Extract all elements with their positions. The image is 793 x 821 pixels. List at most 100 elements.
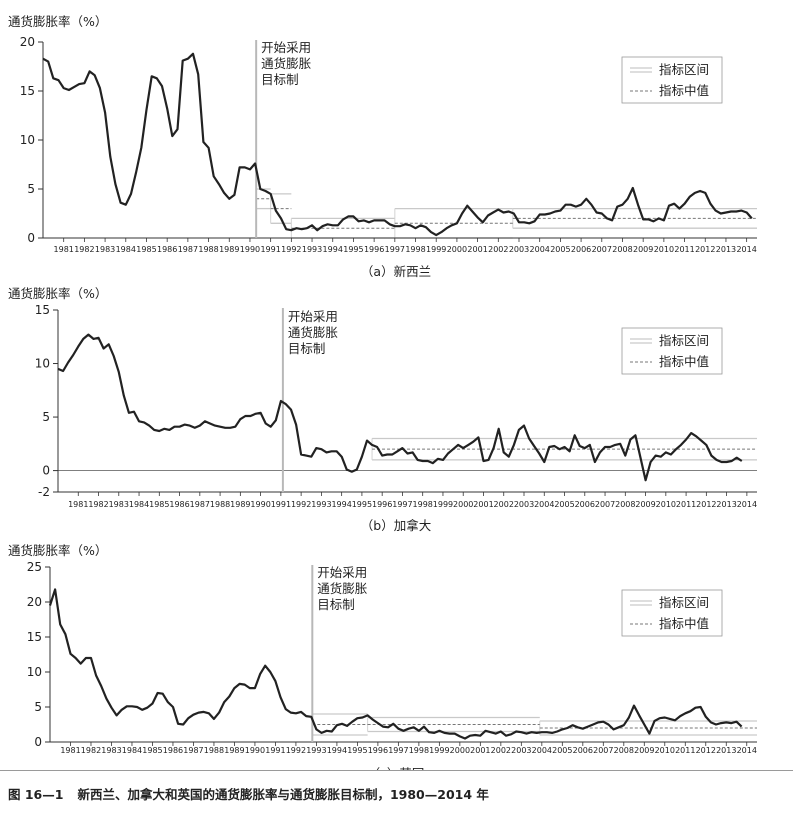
y-tick-label: 5 [34, 700, 42, 714]
x-tick-label: 2011 [676, 500, 696, 509]
x-tick-label: 2005 [550, 245, 570, 254]
y-tick-label: 20 [20, 35, 35, 49]
x-tick-label: 2000 [447, 245, 467, 254]
x-tick-label: 2012 [696, 746, 716, 755]
x-tick-label: 1995 [352, 500, 372, 509]
x-tick-label: 2002 [494, 500, 514, 509]
x-tick-label: 1984 [129, 500, 149, 509]
legend-box [621, 327, 723, 375]
figure-number: 图 16—1 [8, 787, 64, 802]
adoption-annotation: 开始采用 [288, 309, 338, 324]
x-tick-label: 2008 [614, 746, 634, 755]
inflation-line [48, 588, 743, 740]
x-tick-label: 2012 [695, 245, 715, 254]
x-tick-label: 1981 [60, 746, 80, 755]
x-tick-label: 1984 [122, 746, 142, 755]
y-tick-label: 0 [42, 464, 50, 478]
x-tick-label: 1995 [343, 245, 363, 254]
y-axis-title: 通货膨胀率（%） [8, 543, 107, 558]
x-tick-label: 2001 [467, 245, 487, 254]
y-tick-label: 15 [27, 630, 42, 644]
x-tick-label: 2006 [575, 500, 595, 509]
panel-subtitle: （a）新西兰 [361, 264, 431, 279]
x-tick-label: 2011 [675, 746, 695, 755]
x-tick-label: 2006 [571, 245, 591, 254]
x-tick-label: 2010 [655, 746, 675, 755]
legend-label: 指标区间 [659, 595, 709, 610]
caption-divider [0, 770, 793, 771]
panel-canada: 通货膨胀率（%） -2 0 5 10 15 1981 1982 1983 1984 1985 1986… [8, 286, 757, 533]
x-tick-label: 1992 [291, 500, 311, 509]
x-tick-label: 1985 [136, 245, 156, 254]
x-tick-label: 2008 [612, 245, 632, 254]
x-tick-label: 1985 [142, 746, 162, 755]
x-tick-label: 1996 [368, 746, 388, 755]
figure-caption: 图 16—1 新西兰、加拿大和英国的通货膨胀率与通货膨胀目标制，1980—2014… [8, 784, 489, 803]
inflation-line [57, 333, 743, 482]
y-tick-label: 10 [20, 133, 35, 147]
x-tick-label: 2003 [511, 746, 531, 755]
y-tick-label: 20 [27, 595, 42, 609]
x-tick-label: 2014 [736, 245, 756, 254]
x-tick-label: 1987 [183, 746, 203, 755]
x-tick-label: 1986 [169, 500, 189, 509]
y-tick-label: 5 [42, 410, 50, 424]
x-tick-label: 1995 [347, 746, 367, 755]
y-tick-label: 0 [34, 735, 42, 749]
x-tick-label: 1988 [204, 746, 224, 755]
legend-label: 指标中值 [659, 83, 709, 98]
legend-box [621, 56, 723, 104]
x-tick-label: 1993 [302, 245, 322, 254]
x-tick-label: 2010 [656, 500, 676, 509]
x-tick-label: 2000 [450, 746, 470, 755]
x-tick-label: 2000 [453, 500, 473, 509]
x-tick-label: 1990 [250, 500, 270, 509]
x-tick-label: 2002 [491, 746, 511, 755]
x-tick-label: 1997 [385, 245, 405, 254]
y-tick-label: 15 [35, 303, 50, 317]
x-tick-label: 2009 [633, 245, 653, 254]
adoption-annotation: 通货膨胀 [261, 56, 312, 71]
x-tick-label: 1999 [429, 746, 449, 755]
x-tick-label: 1984 [116, 245, 136, 254]
x-tick-label: 2014 [737, 500, 757, 509]
y-tick-label: -2 [38, 485, 50, 499]
inflation-line [42, 52, 753, 237]
x-tick-label: 1987 [190, 500, 210, 509]
x-tick-label: 2010 [654, 245, 674, 254]
adoption-annotation: 开始采用 [261, 40, 311, 55]
adoption-annotation: 通货膨胀 [288, 325, 339, 340]
y-axis-title: 通货膨胀率（%） [8, 286, 107, 301]
y-tick-label: 15 [20, 84, 35, 98]
x-tick-label: 2011 [674, 245, 694, 254]
x-tick-label: 2004 [530, 245, 550, 254]
x-tick-label: 2013 [716, 245, 736, 254]
x-tick-label: 1998 [413, 500, 433, 509]
x-tick-label: 2003 [509, 245, 529, 254]
x-tick-label: 2012 [696, 500, 716, 509]
x-tick-label: 1990 [245, 746, 265, 755]
x-tick-label: 1982 [74, 245, 94, 254]
adoption-annotation: 目标制 [261, 72, 299, 87]
x-tick-label: 1992 [286, 746, 306, 755]
x-tick-label: 1988 [210, 500, 230, 509]
x-tick-label: 2007 [595, 500, 615, 509]
x-tick-label: 1985 [149, 500, 169, 509]
x-tick-label: 1996 [364, 245, 384, 254]
x-tick-label: 1994 [331, 500, 351, 509]
x-tick-label: 2004 [534, 500, 554, 509]
x-tick-label: 1983 [109, 500, 129, 509]
adoption-annotation: 开始采用 [317, 565, 367, 580]
x-tick-label: 2007 [592, 245, 612, 254]
legend-box [621, 589, 723, 637]
x-tick-label: 2005 [552, 746, 572, 755]
y-tick-label: 25 [27, 560, 42, 574]
x-tick-label: 1999 [426, 245, 446, 254]
panel-subtitle: （c）英国 [368, 766, 425, 770]
x-tick-label: 2013 [716, 746, 736, 755]
y-tick-label: 5 [27, 182, 35, 196]
x-tick-label: 1996 [372, 500, 392, 509]
x-tick-label: 1987 [178, 245, 198, 254]
